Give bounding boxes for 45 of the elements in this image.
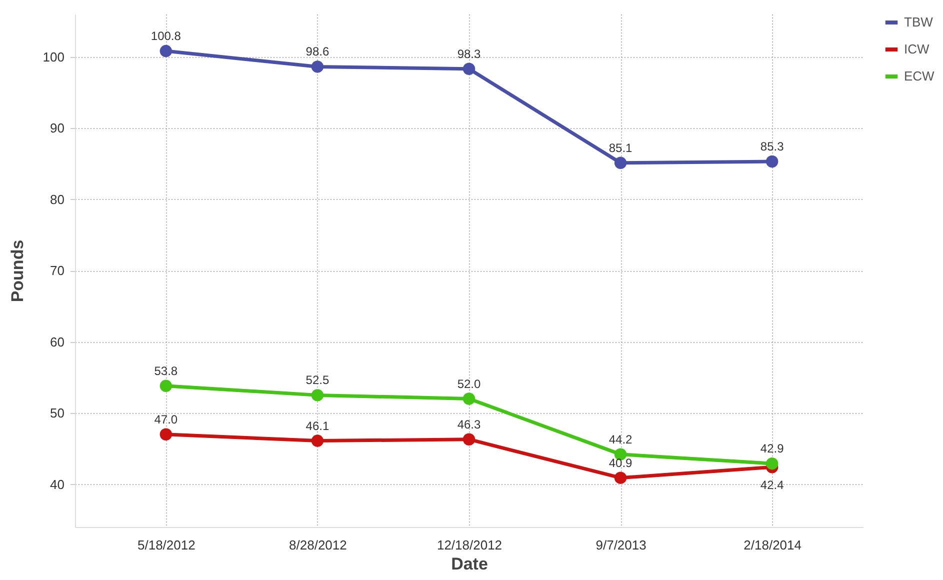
data-label: 40.9: [608, 456, 633, 470]
point: [766, 457, 778, 470]
point: [462, 433, 476, 446]
point: [614, 472, 627, 484]
point: [160, 428, 172, 440]
point: [462, 392, 476, 405]
x-tick-label: 2/18/2014: [744, 538, 802, 552]
point: [311, 60, 324, 73]
data-label: 53.8: [154, 364, 178, 378]
data-label: 85.3: [760, 139, 784, 154]
data-label: 98.6: [306, 44, 330, 59]
legend-label: ECW: [904, 68, 936, 84]
x-axis-title: Date: [451, 554, 488, 574]
point: [311, 434, 324, 447]
legend-label: ICW: [904, 42, 930, 56]
point: [160, 380, 172, 392]
data-label: 42.9: [760, 442, 784, 456]
data-label: 46.3: [457, 417, 481, 432]
data-label: 47.0: [154, 412, 178, 426]
point: [160, 44, 172, 58]
x-tick-label: 5/18/2012: [138, 538, 196, 552]
x-tick-label: 12/18/2012: [436, 538, 502, 552]
y-tick-label: 40: [50, 476, 64, 492]
data-label: 52.5: [306, 373, 330, 388]
point: [614, 156, 627, 170]
y-tick-label: 50: [50, 406, 64, 420]
legend-label: TBW: [904, 14, 934, 30]
data-label: 42.4: [760, 478, 784, 492]
x-tick-label: 9/7/2013: [596, 538, 646, 552]
data-label: 98.3: [457, 46, 481, 61]
point: [311, 389, 324, 402]
y-tick-label: 80: [50, 192, 64, 207]
data-label: 52.0: [457, 376, 481, 391]
x-tick-label: 8/28/2012: [289, 538, 347, 552]
y-tick-label: 100: [42, 49, 64, 64]
data-label: 46.1: [306, 418, 330, 433]
point: [766, 155, 778, 168]
data-label: 44.2: [608, 432, 633, 446]
y-axis-title: Pounds: [8, 240, 27, 302]
y-tick-label: 70: [50, 263, 64, 278]
y-tick-label: 90: [50, 120, 64, 136]
point: [462, 62, 476, 75]
data-label: 100.8: [150, 29, 182, 44]
y-tick-label: 60: [50, 334, 64, 350]
data-label: 85.1: [608, 140, 633, 155]
